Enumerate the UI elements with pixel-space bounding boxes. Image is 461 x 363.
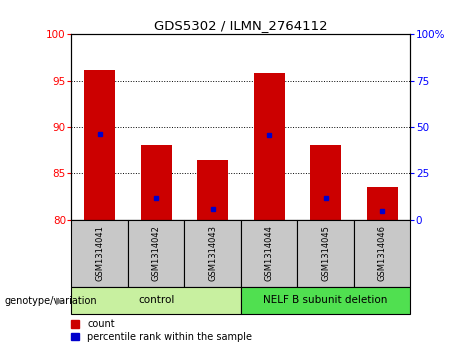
Text: GSM1314045: GSM1314045 bbox=[321, 225, 330, 281]
Bar bbox=[241, 287, 410, 314]
Text: control: control bbox=[138, 295, 174, 305]
Title: GDS5302 / ILMN_2764112: GDS5302 / ILMN_2764112 bbox=[154, 19, 328, 32]
Bar bbox=[71, 220, 128, 287]
Bar bbox=[310, 144, 341, 220]
Text: ▶: ▶ bbox=[56, 295, 64, 306]
Text: GSM1314046: GSM1314046 bbox=[378, 225, 387, 281]
Bar bbox=[241, 220, 297, 287]
Bar bbox=[141, 144, 171, 220]
Bar bbox=[297, 220, 354, 287]
Legend: count, percentile rank within the sample: count, percentile rank within the sample bbox=[71, 319, 252, 342]
Text: GSM1314043: GSM1314043 bbox=[208, 225, 217, 281]
Bar bbox=[84, 70, 115, 220]
Bar bbox=[128, 220, 184, 287]
Bar bbox=[254, 73, 284, 220]
Bar bbox=[366, 187, 397, 220]
Bar bbox=[354, 220, 410, 287]
Bar bbox=[71, 287, 241, 314]
Text: GSM1314042: GSM1314042 bbox=[152, 225, 161, 281]
Bar bbox=[197, 160, 228, 220]
Bar bbox=[184, 220, 241, 287]
Text: GSM1314041: GSM1314041 bbox=[95, 225, 104, 281]
Text: GSM1314044: GSM1314044 bbox=[265, 225, 274, 281]
Text: NELF B subunit deletion: NELF B subunit deletion bbox=[263, 295, 388, 305]
Text: genotype/variation: genotype/variation bbox=[5, 295, 97, 306]
